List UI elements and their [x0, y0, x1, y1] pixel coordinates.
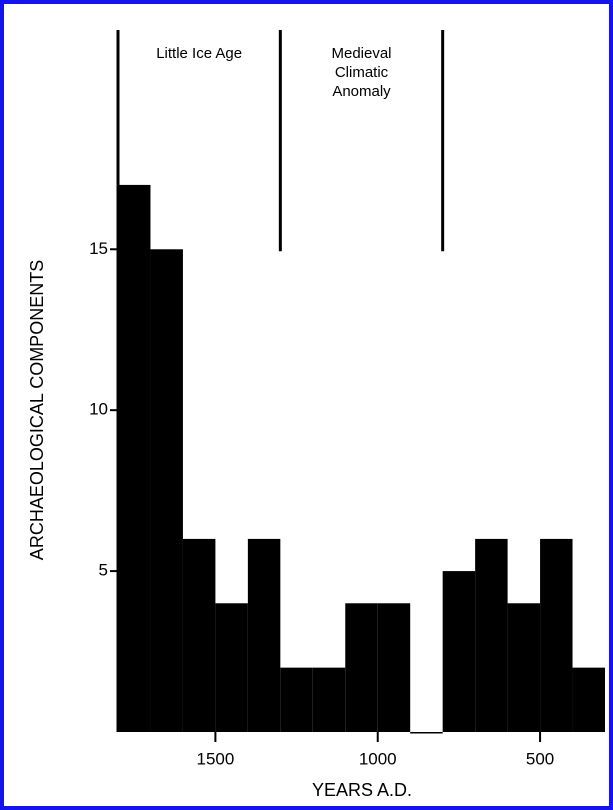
x-axis-label: YEARS A.D. — [312, 780, 412, 800]
bar — [345, 603, 378, 732]
bar — [410, 732, 443, 734]
bar — [118, 184, 151, 733]
bar — [150, 249, 183, 733]
y-tick-label: 5 — [99, 561, 108, 580]
annotation: Medieval — [331, 45, 391, 62]
y-axis-label: ARCHAEOLOGICAL COMPONENTS — [27, 260, 47, 560]
annotation: Anomaly — [332, 83, 391, 100]
annotation: Climatic — [335, 64, 389, 81]
y-tick-label: 10 — [89, 400, 108, 419]
bar — [280, 667, 313, 732]
x-tick-label: 1500 — [196, 749, 234, 768]
bar — [572, 667, 605, 732]
x-tick-label: 1000 — [359, 749, 397, 768]
bar — [247, 538, 281, 732]
bar — [312, 667, 346, 732]
y-tick-label: 15 — [89, 239, 108, 258]
bar — [507, 603, 541, 732]
annotation: Little Ice Age — [156, 45, 242, 62]
bar — [540, 538, 573, 732]
bar — [215, 603, 248, 732]
bar — [442, 571, 476, 732]
chart: YEARS A.D. ARCHAEOLOGICAL COMPONENTS 5 10… — [27, 30, 605, 800]
x-tick-label: 500 — [526, 749, 554, 768]
bar — [377, 603, 411, 732]
bar — [182, 538, 216, 732]
bar — [475, 538, 508, 732]
